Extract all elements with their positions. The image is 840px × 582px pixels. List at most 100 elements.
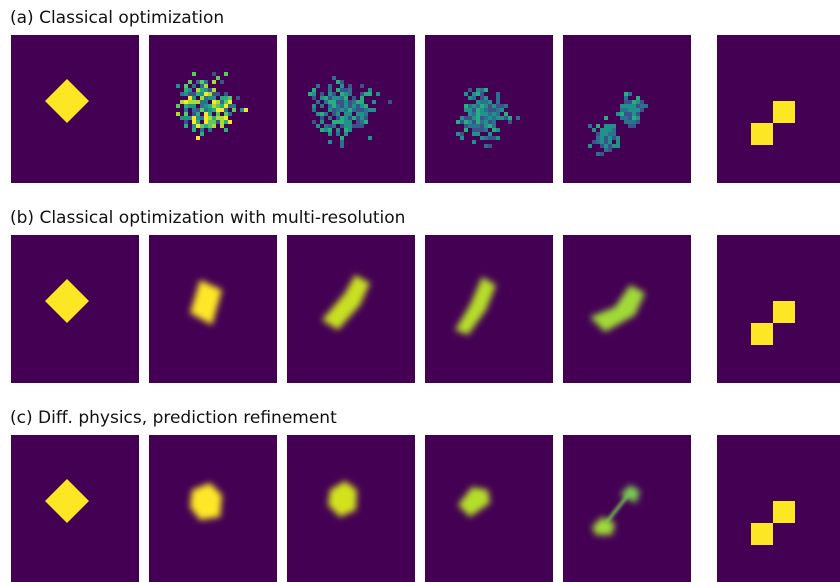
row-title: (c) Diff. physics, prediction refinement xyxy=(10,408,337,428)
target-square xyxy=(773,501,795,523)
noise-pixel xyxy=(328,108,332,112)
noise-pixel xyxy=(216,92,220,96)
noise-pixel xyxy=(340,144,344,148)
noise-pixel xyxy=(460,120,464,124)
noise-pixel xyxy=(204,116,208,120)
noise-pixel xyxy=(224,120,228,124)
noise-pixel xyxy=(228,120,232,124)
noise-pixel xyxy=(192,112,196,116)
noise-pixel xyxy=(464,116,468,120)
noise-pixel xyxy=(476,120,480,124)
noise-pixel xyxy=(472,120,476,124)
noise-pixel xyxy=(320,112,324,116)
noise-pixel xyxy=(496,108,500,112)
noise-pixel xyxy=(472,128,476,132)
noise-pixel xyxy=(364,104,368,108)
blob xyxy=(590,285,645,332)
noise-pixel xyxy=(212,116,216,120)
noise-pixel xyxy=(192,100,196,104)
noise-pixel xyxy=(604,132,608,136)
noise-pixel xyxy=(228,100,232,104)
noise-pixel xyxy=(608,136,612,140)
noise-pixel xyxy=(636,104,640,108)
noise-pixel xyxy=(204,88,208,92)
noise-pixel xyxy=(204,92,208,96)
noise-pixel xyxy=(240,108,244,112)
noise-pixel xyxy=(184,92,188,96)
noise-pixel xyxy=(488,132,492,136)
noise-pixel xyxy=(360,104,364,108)
noise-pixel xyxy=(608,140,612,144)
noise-pixel xyxy=(184,104,188,108)
noise-pixel xyxy=(328,140,332,144)
noise-pixel xyxy=(488,120,492,124)
noise-pixel xyxy=(200,132,204,136)
noise-pixel xyxy=(628,104,632,108)
noise-pixel xyxy=(488,124,492,128)
noise-pixel xyxy=(192,124,196,128)
noise-pixel xyxy=(636,100,640,104)
noise-pixel xyxy=(640,104,644,108)
noise-pixel xyxy=(360,92,364,96)
noise-pixel xyxy=(340,80,344,84)
noise-pixel xyxy=(464,92,468,96)
noise-pixel xyxy=(508,120,512,124)
noise-pixel xyxy=(188,104,192,108)
noise-pixel xyxy=(200,116,204,120)
noise-pixel xyxy=(372,100,376,104)
noise-pixel xyxy=(312,120,316,124)
noise-pixel xyxy=(340,116,344,120)
noise-pixel xyxy=(184,88,188,92)
noise-pixel xyxy=(492,136,496,140)
noise-pixel xyxy=(188,96,192,100)
noise-pixel xyxy=(196,88,200,92)
noise-pixel xyxy=(332,92,336,96)
noise-pixel xyxy=(360,112,364,116)
noise-pixel xyxy=(356,100,360,104)
noise-pixel xyxy=(356,104,360,108)
noise-pixel xyxy=(208,120,212,124)
noise-pixel xyxy=(468,116,472,120)
noise-pixel xyxy=(348,112,352,116)
noise-pixel xyxy=(312,92,316,96)
noise-pixel xyxy=(224,92,228,96)
noise-pixel xyxy=(216,108,220,112)
target-square xyxy=(751,123,773,145)
noise-pixel xyxy=(476,128,480,132)
noise-pixel xyxy=(192,72,196,76)
noise-pixel xyxy=(368,92,372,96)
noise-pixel xyxy=(360,100,364,104)
noise-pixel xyxy=(220,104,224,108)
noise-pixel xyxy=(368,88,372,92)
noise-pixel xyxy=(184,84,188,88)
noise-pixel xyxy=(636,112,640,116)
noise-pixel xyxy=(328,128,332,132)
noise-pixel xyxy=(232,104,236,108)
noise-pixel xyxy=(352,108,356,112)
noise-pixel xyxy=(476,100,480,104)
noise-pixel xyxy=(208,124,212,128)
blob xyxy=(620,485,640,503)
noise-pixel xyxy=(484,104,488,108)
noise-pixel xyxy=(220,120,224,124)
noise-pixel xyxy=(188,92,192,96)
noise-pixel xyxy=(472,132,476,136)
noise-pixel xyxy=(196,124,200,128)
noise-pixel xyxy=(340,96,344,100)
noise-pixel xyxy=(344,116,348,120)
noise-pixel xyxy=(332,96,336,100)
noise-pixel xyxy=(228,96,232,100)
noise-pixel xyxy=(492,116,496,120)
noise-pixel xyxy=(504,104,508,108)
blob-link xyxy=(604,494,630,524)
noise-pixel xyxy=(492,112,496,116)
noise-pixel xyxy=(504,112,508,116)
noise-pixel xyxy=(484,112,488,116)
noise-pixel xyxy=(468,124,472,128)
noise-pixel xyxy=(604,136,608,140)
noise-pixel xyxy=(208,88,212,92)
noise-pixel xyxy=(456,132,460,136)
noise-pixel xyxy=(364,116,368,120)
noise-pixel xyxy=(592,140,596,144)
noise-pixel xyxy=(488,104,492,108)
